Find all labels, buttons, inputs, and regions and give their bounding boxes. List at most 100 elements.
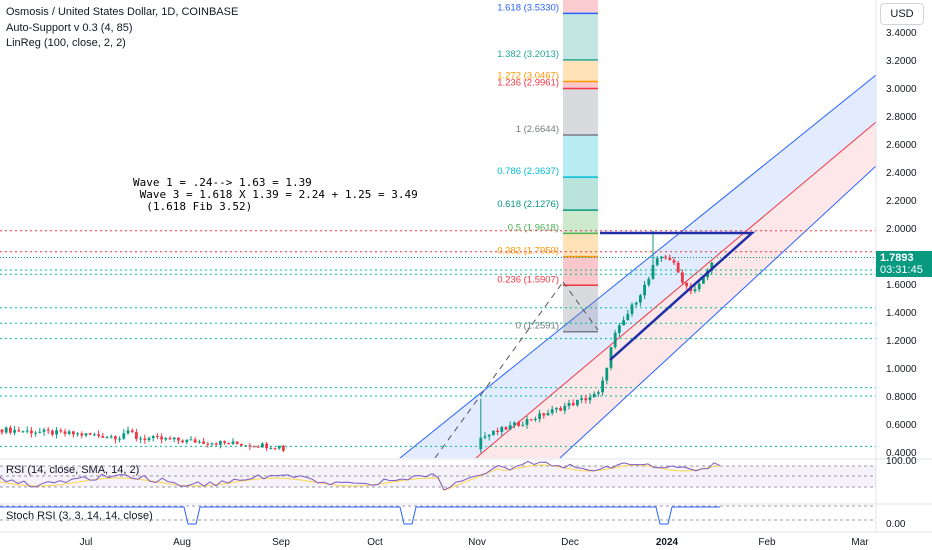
time-tick-label: Oct [367, 537, 383, 548]
candle-body [160, 436, 163, 440]
fib-level-label: 0.618 (2.1276) [497, 199, 559, 210]
price-tick-label: 3.2000 [886, 56, 917, 67]
price-tick-label: 1.6000 [886, 280, 917, 291]
candle-body [126, 430, 130, 434]
rsi-pane-label[interactable]: RSI (14, close, SMA, 14, 2) [6, 464, 140, 476]
fib-level-label: 1 (2.6644) [516, 124, 559, 135]
fib-zone [563, 256, 598, 286]
fib-level-label: 1.236 (2.9961) [497, 78, 559, 89]
fib-zone [563, 134, 598, 178]
candle-body [172, 437, 176, 440]
candle-body [143, 438, 147, 440]
candle-body [105, 436, 109, 438]
candle-body [508, 425, 512, 430]
candle-body [584, 398, 588, 401]
candle-body [130, 430, 134, 433]
candles [0, 230, 714, 454]
candle-body [114, 436, 117, 440]
fib-level-label: 1.618 (3.5330) [497, 2, 559, 13]
currency-button[interactable]: USD [880, 3, 924, 25]
candle-body [72, 431, 75, 435]
candle-body [550, 409, 554, 413]
candle-body [151, 436, 155, 439]
time-tick-label: Mar [851, 537, 869, 548]
candle-body [676, 262, 680, 273]
candle-body [84, 433, 88, 436]
candle-body [42, 429, 46, 432]
candle-body [67, 431, 71, 434]
candle-body [156, 436, 159, 438]
candle-body [525, 419, 529, 425]
candle-body [30, 430, 33, 434]
candle-body [500, 427, 504, 432]
annotation-line-1: Wave 1 = .24--> 1.63 = 1.39 [133, 176, 312, 189]
fib-zone [563, 285, 598, 332]
candle-body [122, 433, 126, 439]
main-pane: 1.618 (3.5330) 1.382 (3.2013) 1.272 (3.046… [0, 0, 876, 458]
indicator-linreg-label[interactable]: LinReg (100, close, 2, 2) [6, 37, 126, 49]
candle-body [534, 418, 537, 420]
candle-body [588, 397, 592, 401]
candle-body [639, 295, 642, 303]
fib-zone [563, 233, 598, 257]
candle-body [88, 433, 92, 435]
candle-body [538, 413, 541, 419]
candle-body [563, 405, 567, 411]
time-tick-label: Sep [272, 537, 290, 548]
channel-mid-line [475, 121, 876, 458]
candle-body [542, 413, 546, 416]
candle-body [529, 419, 533, 421]
candle-body [34, 432, 37, 434]
candle-body [521, 424, 525, 426]
candle-body [685, 282, 688, 287]
stoch-k-line [0, 506, 720, 525]
fib-zone [563, 210, 598, 234]
candle-body [496, 430, 499, 432]
candle-body [269, 448, 273, 450]
candle-body [46, 429, 50, 431]
candle-body [139, 438, 142, 440]
candle-body [55, 430, 58, 435]
candle-body [613, 332, 617, 348]
candle-body [38, 431, 42, 433]
candle-body [567, 403, 571, 406]
candle-body [93, 434, 96, 436]
candle-body [282, 445, 285, 451]
candle-body [660, 256, 663, 259]
annotation-line-3: (1.618 Fib 3.52) [133, 200, 253, 213]
fib-zone-top [563, 0, 598, 14]
symbol-title: Osmosis / United States Dollar, 1D, COIN… [6, 6, 239, 18]
candle-body [17, 430, 21, 432]
candle-body [21, 431, 25, 433]
indicator-auto-support-label[interactable]: Auto-Support v 0.3 (4, 85) [6, 22, 133, 34]
fib-level-label: 1.382 (3.2013) [497, 49, 559, 60]
candle-body [210, 443, 214, 445]
candle-body [147, 438, 151, 440]
projection-dashed-line [434, 281, 564, 458]
candle-body [693, 289, 697, 292]
candle-body [643, 284, 646, 296]
candle-body [202, 441, 205, 444]
time-tick-label: 2024 [656, 537, 679, 548]
stoch-rsi-pane-label[interactable]: Stoch RSI (3, 3, 14, 14, close) [6, 510, 153, 522]
candle-body [219, 441, 222, 445]
candle-body [630, 304, 634, 314]
candle-body [101, 435, 105, 438]
current-price-badge: 1.7893 03:31:45 [876, 251, 932, 277]
price-tick-label: 0.6000 [886, 420, 917, 431]
candle-body [697, 283, 701, 290]
candle-body [672, 260, 676, 263]
candle-body [622, 320, 625, 326]
candle-body [51, 430, 54, 435]
time-tick-label: Aug [173, 537, 191, 548]
candle-body [277, 445, 281, 449]
fib-zone [563, 13, 598, 60]
candle-body [664, 256, 667, 258]
wave-annotation: Wave 1 = .24--> 1.63 = 1.39 Wave 3 = 1.6… [133, 177, 418, 213]
candle-body [206, 443, 210, 445]
fib-level-label: 1.272 (3.0467) [497, 70, 559, 81]
time-tick-label: Jul [80, 537, 93, 548]
candle-body [517, 422, 520, 426]
candle-body [59, 430, 63, 432]
